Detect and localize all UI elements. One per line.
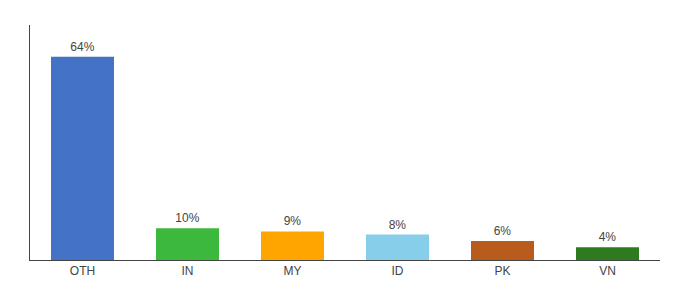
svg-text:PK: PK: [494, 264, 510, 278]
svg-text:4%: 4%: [599, 230, 617, 244]
svg-text:ID: ID: [392, 264, 404, 278]
svg-text:6%: 6%: [494, 224, 512, 238]
svg-text:8%: 8%: [389, 218, 407, 232]
svg-text:OTH: OTH: [70, 264, 95, 278]
svg-text:10%: 10%: [175, 211, 199, 225]
svg-text:9%: 9%: [284, 214, 302, 228]
svg-text:64%: 64%: [70, 40, 94, 54]
svg-text:IN: IN: [182, 264, 194, 278]
svg-text:VN: VN: [599, 264, 616, 278]
svg-text:MY: MY: [284, 264, 302, 278]
